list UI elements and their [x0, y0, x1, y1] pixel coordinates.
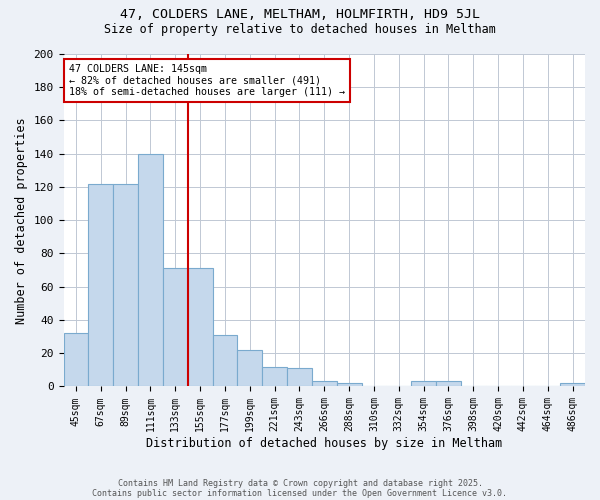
Text: Size of property relative to detached houses in Meltham: Size of property relative to detached ho… [104, 22, 496, 36]
Bar [188, 268, 212, 386]
Text: Contains HM Land Registry data © Crown copyright and database right 2025.: Contains HM Land Registry data © Crown c… [118, 478, 482, 488]
X-axis label: Distribution of detached houses by size in Meltham: Distribution of detached houses by size … [146, 437, 502, 450]
Bar [238, 350, 262, 387]
Bar [212, 335, 238, 386]
Bar [436, 382, 461, 386]
Text: 47, COLDERS LANE, MELTHAM, HOLMFIRTH, HD9 5JL: 47, COLDERS LANE, MELTHAM, HOLMFIRTH, HD… [120, 8, 480, 20]
Bar [411, 382, 436, 386]
Bar [560, 383, 585, 386]
Text: 47 COLDERS LANE: 145sqm
← 82% of detached houses are smaller (491)
18% of semi-d: 47 COLDERS LANE: 145sqm ← 82% of detache… [69, 64, 345, 97]
Bar [88, 184, 113, 386]
Bar [287, 368, 312, 386]
Bar [138, 154, 163, 386]
Y-axis label: Number of detached properties: Number of detached properties [15, 117, 28, 324]
Bar [262, 366, 287, 386]
Bar [337, 383, 362, 386]
Bar [64, 334, 88, 386]
Bar [163, 268, 188, 386]
Bar [312, 382, 337, 386]
Bar [113, 184, 138, 386]
Text: Contains public sector information licensed under the Open Government Licence v3: Contains public sector information licen… [92, 488, 508, 498]
